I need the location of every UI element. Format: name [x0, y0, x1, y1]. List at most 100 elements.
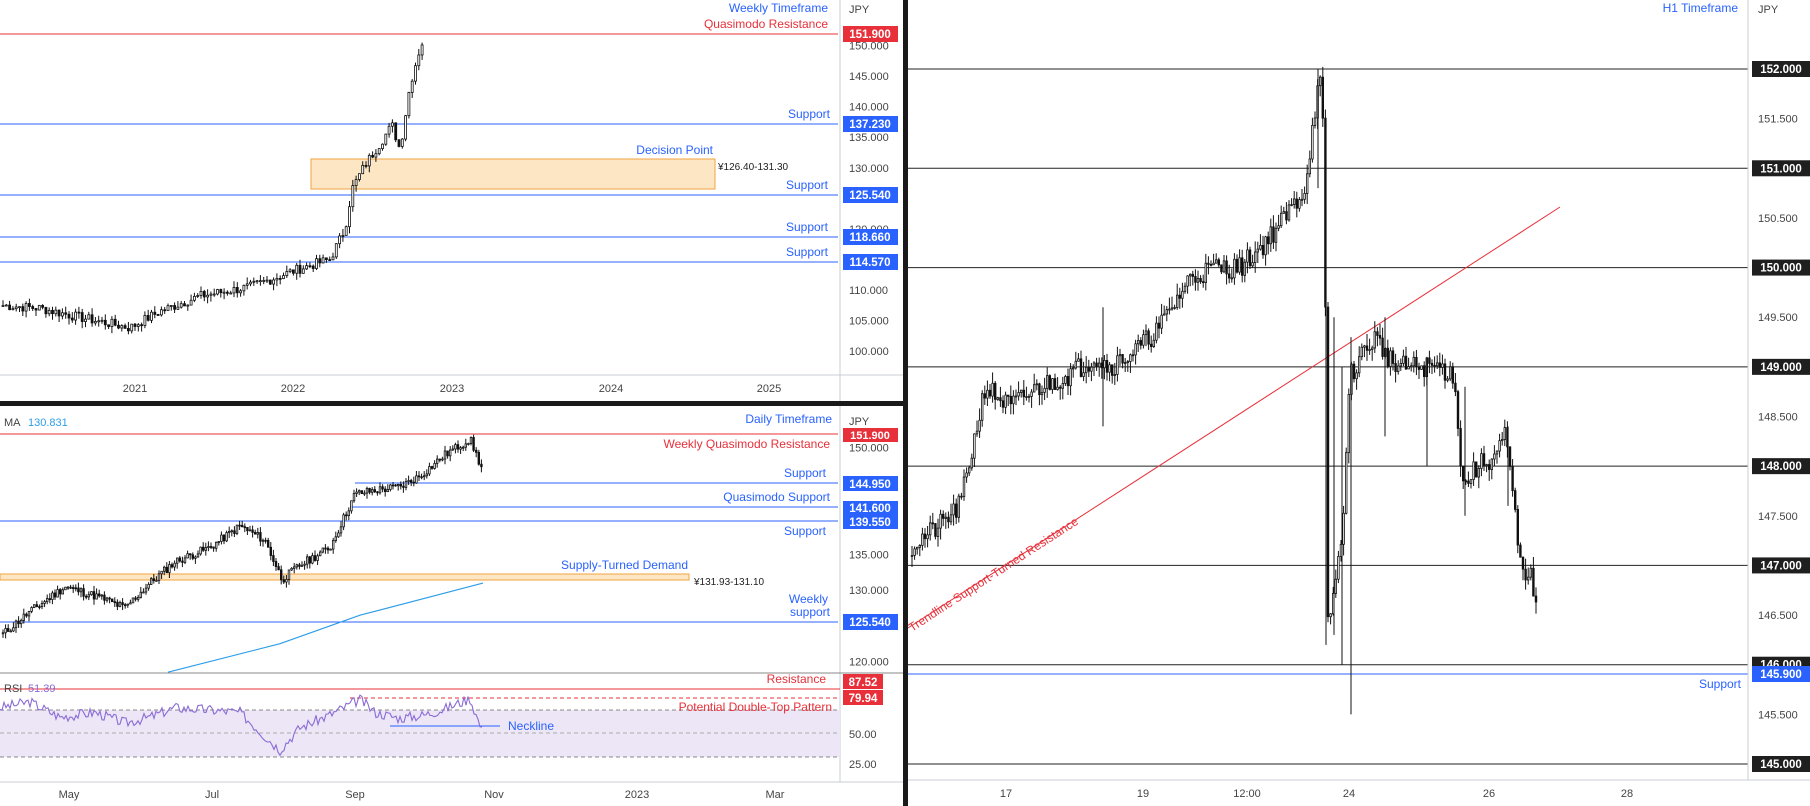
h1-price-axis[interactable]: 151.500 150.500 149.500 148.500 147.500 146.5… — [1758, 114, 1798, 722]
h1-candle — [1259, 234, 1262, 251]
weekly-candle — [159, 306, 163, 317]
daily-candle — [204, 542, 208, 556]
h1-candle — [1308, 150, 1312, 178]
h1-candle — [1152, 333, 1156, 348]
weekly-y-tick: 135.000 — [849, 132, 889, 144]
svg-text:114.570: 114.570 — [850, 257, 891, 269]
svg-text:151.900: 151.900 — [850, 430, 890, 442]
h1-candle — [996, 396, 1000, 401]
daily-candle — [412, 476, 416, 487]
daily-time-axis[interactable]: May Jul Sep Nov 2023 Mar — [59, 789, 785, 801]
daily-candle — [162, 565, 166, 576]
h1-candle — [1209, 260, 1213, 267]
daily-candle — [259, 527, 262, 547]
weekly-x-tick: 2023 — [440, 383, 464, 395]
h1-candle — [1137, 334, 1140, 352]
h1-x-tick: 24 — [1343, 788, 1355, 800]
weekly-candle — [117, 320, 120, 330]
daily-candle — [308, 555, 312, 569]
h1-price-tag: 149.000 — [1752, 358, 1810, 375]
daily-candles — [1, 434, 483, 639]
pane-separator-vertical[interactable] — [903, 0, 908, 806]
weekly-candle — [282, 272, 285, 280]
h1-candle — [1142, 329, 1145, 349]
daily-price-tag-141600: 141.600 — [843, 501, 898, 515]
daily-candle — [480, 459, 483, 473]
daily-candle — [66, 586, 70, 590]
h1-candle — [1118, 348, 1122, 366]
daily-candle — [441, 456, 444, 462]
h1-candle — [1274, 222, 1278, 252]
h1-x-tick: 17 — [1000, 788, 1012, 800]
weekly-y-tick: 110.000 — [849, 285, 888, 297]
weekly-chart-panel[interactable]: Decision Point ¥126.40-131.30 Weekly Tim… — [0, 0, 903, 401]
weekly-candle — [334, 243, 338, 259]
daily-candle — [1, 629, 5, 638]
h1-candle — [949, 503, 953, 526]
h1-candle — [1456, 389, 1460, 437]
daily-candle — [92, 585, 96, 605]
h1-candle — [1111, 364, 1114, 384]
h1-candle — [960, 492, 963, 500]
h1-candle — [1176, 283, 1179, 310]
weekly-y-tick: 100.000 — [849, 346, 889, 358]
daily-candle — [61, 587, 65, 595]
weekly-candle — [387, 122, 391, 138]
rsi-indicator-value: 51.39 — [28, 683, 56, 695]
h1-candle — [1108, 362, 1111, 382]
daily-candle — [113, 597, 117, 608]
h1-candle — [1116, 346, 1119, 382]
h1-candle — [942, 510, 945, 527]
weekly-candle — [344, 225, 348, 236]
h1-candle — [1410, 362, 1413, 372]
weekly-candle — [176, 301, 180, 310]
pane-separator-horizontal[interactable] — [0, 401, 903, 406]
daily-candle — [90, 591, 93, 596]
h1-candle — [1090, 362, 1093, 382]
rsi-indicator-label: RSI — [4, 683, 22, 695]
decision-point-zone — [310, 158, 716, 190]
h1-candle — [1532, 556, 1535, 597]
rsi-indicator-panel[interactable]: RSI 51.39 Resistance Potential Double-To… — [0, 672, 903, 801]
weekly-candle — [374, 149, 378, 162]
weekly-candle — [51, 306, 54, 320]
h1-candle — [1404, 346, 1408, 370]
h1-candle — [1337, 550, 1340, 584]
h1-title: H1 Timeframe — [1663, 1, 1739, 15]
h1-candle — [1368, 338, 1371, 355]
weekly-candle — [331, 252, 335, 261]
weekly-candle — [123, 323, 127, 329]
h1-candle — [1514, 487, 1517, 513]
double-top-pattern-label: Potential Double-Top Pattern — [679, 700, 832, 714]
weekly-candle — [390, 119, 394, 133]
daily-candle — [186, 550, 189, 559]
weekly-candle — [285, 265, 289, 278]
weekly-candle — [216, 288, 219, 296]
h1-candle — [1454, 373, 1457, 397]
h1-y-tick: 147.500 — [1758, 511, 1798, 523]
daily-candle — [277, 562, 280, 571]
weekly-time-axis[interactable]: 2021 2022 2023 2024 2025 — [123, 383, 781, 395]
h1-candle — [1038, 382, 1041, 406]
daily-candle — [196, 550, 200, 558]
daily-candle — [129, 599, 132, 605]
h1-chart-panel[interactable]: Trendline Support-Turned Resistance H1 T… — [906, 0, 1810, 806]
daily-resistance-label: Weekly Quasimodo Resistance — [663, 437, 830, 451]
weekly-x-tick: 2021 — [123, 383, 147, 395]
weekly-resistance-label: Quasimodo Resistance — [704, 17, 828, 31]
daily-y-tick: 120.000 — [849, 657, 889, 669]
daily-candle — [269, 542, 273, 561]
daily-candle — [394, 483, 397, 487]
h1-time-axis[interactable]: 17 19 12:00 24 26 28 — [1000, 788, 1633, 800]
h1-candle — [1246, 242, 1249, 274]
daily-chart-panel[interactable]: Supply-Turned Demand ¥131.93-131.10 MA 1… — [0, 406, 903, 782]
daily-candle — [14, 619, 18, 633]
h1-x-tick: 26 — [1483, 788, 1495, 800]
h1-candle — [1436, 355, 1439, 370]
weekly-candle — [186, 304, 190, 311]
h1-candle — [1033, 373, 1036, 393]
h1-candle — [1191, 270, 1195, 286]
daily-candle — [111, 598, 114, 603]
h1-candle — [978, 408, 981, 438]
h1-candle — [1007, 394, 1010, 406]
